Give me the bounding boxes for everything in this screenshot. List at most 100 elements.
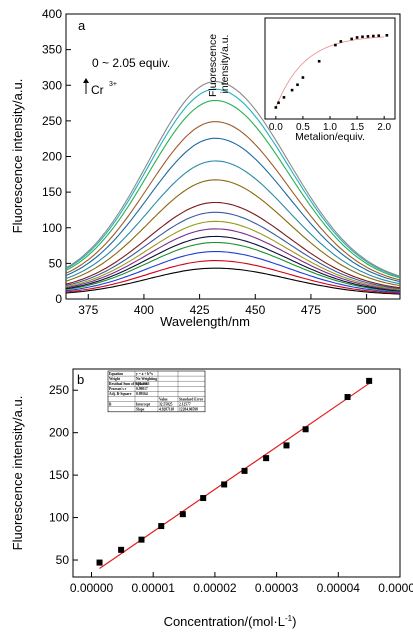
inset-point — [339, 40, 343, 43]
spectrum-line — [65, 137, 401, 283]
inset-ylabel-line2: intensity/a.u. — [219, 35, 231, 94]
x-tick-label: 0.00000 — [70, 581, 114, 595]
inset-x-tick-label: 0.5 — [296, 122, 310, 133]
table-cell: No Weighting — [136, 377, 157, 381]
inset-point — [372, 34, 375, 38]
inset-background — [265, 18, 395, 119]
inset-point — [317, 59, 321, 63]
spectrum-line — [65, 201, 401, 289]
panel-a-curves — [65, 81, 401, 295]
panel-a-letter: a — [78, 18, 86, 33]
data-point — [138, 536, 145, 543]
x-tick-label: 0.00002 — [193, 581, 237, 595]
panel-b: b Fluorescence intensity/a.u. Concentrat… — [10, 368, 413, 629]
inset-point — [350, 37, 353, 41]
panel-a-ion-label: Cr — [91, 83, 104, 97]
y-tick-label: 250 — [42, 114, 62, 128]
inset-x-tick-label: 0.0 — [269, 122, 283, 133]
inset-plot — [274, 34, 389, 109]
data-point — [221, 481, 228, 488]
inset-point — [377, 34, 381, 37]
inset-x-ticks: 0.0 0.5 1.0 1.5 2.0 — [269, 116, 392, 133]
table-cell: Residual Sum of Squares — [109, 382, 148, 386]
y-tick-label: 400 — [42, 7, 62, 21]
x-tick-label: 500 — [357, 303, 377, 317]
x-tick-label: 0.00004 — [317, 581, 361, 595]
y-tick-label: 150 — [42, 185, 62, 199]
panel-b-y-ticks: 50 100 150 200 250 — [49, 383, 78, 567]
panel-a-ylabel: Fluorescence intensity/a.u. — [10, 79, 25, 234]
y-tick-label: 0 — [55, 292, 62, 306]
table-cell: Value — [159, 397, 168, 401]
panel-a-y-ticks: 0 50 100 150 200 250 300 350 400 — [42, 7, 71, 306]
table-cell: 0.99564 — [136, 392, 148, 396]
y-tick-label: 100 — [49, 511, 69, 525]
data-point — [241, 467, 248, 474]
data-point — [200, 495, 207, 502]
data-point — [96, 559, 103, 566]
table-cell: y = a + b*x — [136, 372, 153, 376]
inset-x-tick-label: 1.5 — [350, 122, 364, 133]
x-tick-label: 400 — [134, 303, 154, 317]
spectrum-line — [65, 260, 401, 294]
inset-point — [290, 88, 294, 92]
spectrum-line — [65, 235, 401, 292]
y-tick-label: 200 — [42, 150, 62, 164]
spectrum-line — [65, 251, 401, 294]
table-cell: Pearson's r — [109, 387, 127, 391]
panel-b-xlabel-sup: -1 — [285, 614, 293, 623]
data-point — [179, 511, 186, 518]
y-tick-label: 50 — [49, 256, 63, 270]
table-cell: B — [109, 402, 112, 406]
table-cell: Weight — [109, 377, 121, 381]
data-point — [263, 455, 270, 462]
fit-stats-table: Equation y = a + b*x Weight No WeightingRes… — [107, 370, 206, 413]
x-tick-label: 0.00003 — [255, 581, 299, 595]
panel-a: a Wavelength/nm Fluorescence intensity/a… — [10, 7, 401, 329]
table-cell: Intercept — [136, 402, 151, 406]
spectrum-line — [65, 211, 401, 290]
inset-xlabel: Metalion/equiv. — [295, 131, 365, 143]
inset-point — [301, 76, 305, 79]
x-tick-label: 375 — [78, 303, 98, 317]
table-cell: Standard Error — [179, 397, 204, 401]
y-tick-label: 250 — [49, 383, 69, 397]
inset-point — [274, 106, 278, 109]
inset-point — [355, 36, 359, 39]
inset-ylabel: Fluorescence intensity/a.u. — [207, 31, 231, 97]
table-cell: 170.1563 — [136, 382, 150, 386]
inset-panel: Metalion/equiv. Fluorescence intensity/a… — [207, 17, 396, 143]
inset-point — [361, 35, 364, 39]
panel-b-xlabel: Concentration/(mol·L-1) — [164, 614, 297, 629]
panel-b-letter: b — [77, 372, 84, 387]
y-tick-label: 100 — [42, 221, 62, 235]
inset-point — [334, 43, 337, 47]
inset-point — [282, 96, 286, 99]
y-tick-label: 150 — [49, 468, 69, 482]
inset-x-tick-label: 1.0 — [323, 122, 337, 133]
x-tick-label: 425 — [190, 303, 210, 317]
inset-point — [366, 35, 370, 38]
table-cell: 0.99817 — [136, 387, 148, 391]
inset-point — [385, 34, 389, 37]
table-cell: 32.55825 — [159, 402, 173, 406]
spectrum-line — [65, 121, 401, 281]
panel-b-xlabel-main: Concentration/(mol·L — [164, 614, 285, 629]
panel-a-ion-charge: 3+ — [109, 81, 117, 88]
arrowhead-icon — [83, 78, 89, 83]
table-cell: Adj. R-Square — [109, 392, 132, 396]
table-cell: Slope — [136, 408, 145, 412]
spectrum-line — [65, 99, 401, 279]
inset-point — [296, 83, 299, 87]
inset-x-tick-label: 2.0 — [377, 122, 391, 133]
panel-b-x-ticks: 0.00000 0.00001 0.00002 0.00003 0.00004 0.000… — [70, 572, 413, 595]
table-cell: 12284.06598 — [179, 408, 198, 412]
panel-a-range-annotation: 0 ~ 2.05 equiv. — [92, 56, 170, 70]
spectrum-line — [65, 81, 401, 277]
data-point — [158, 523, 165, 530]
data-point — [344, 394, 351, 401]
y-tick-label: 50 — [56, 553, 70, 567]
spectrum-line — [65, 267, 401, 295]
x-tick-label: 475 — [301, 303, 321, 317]
